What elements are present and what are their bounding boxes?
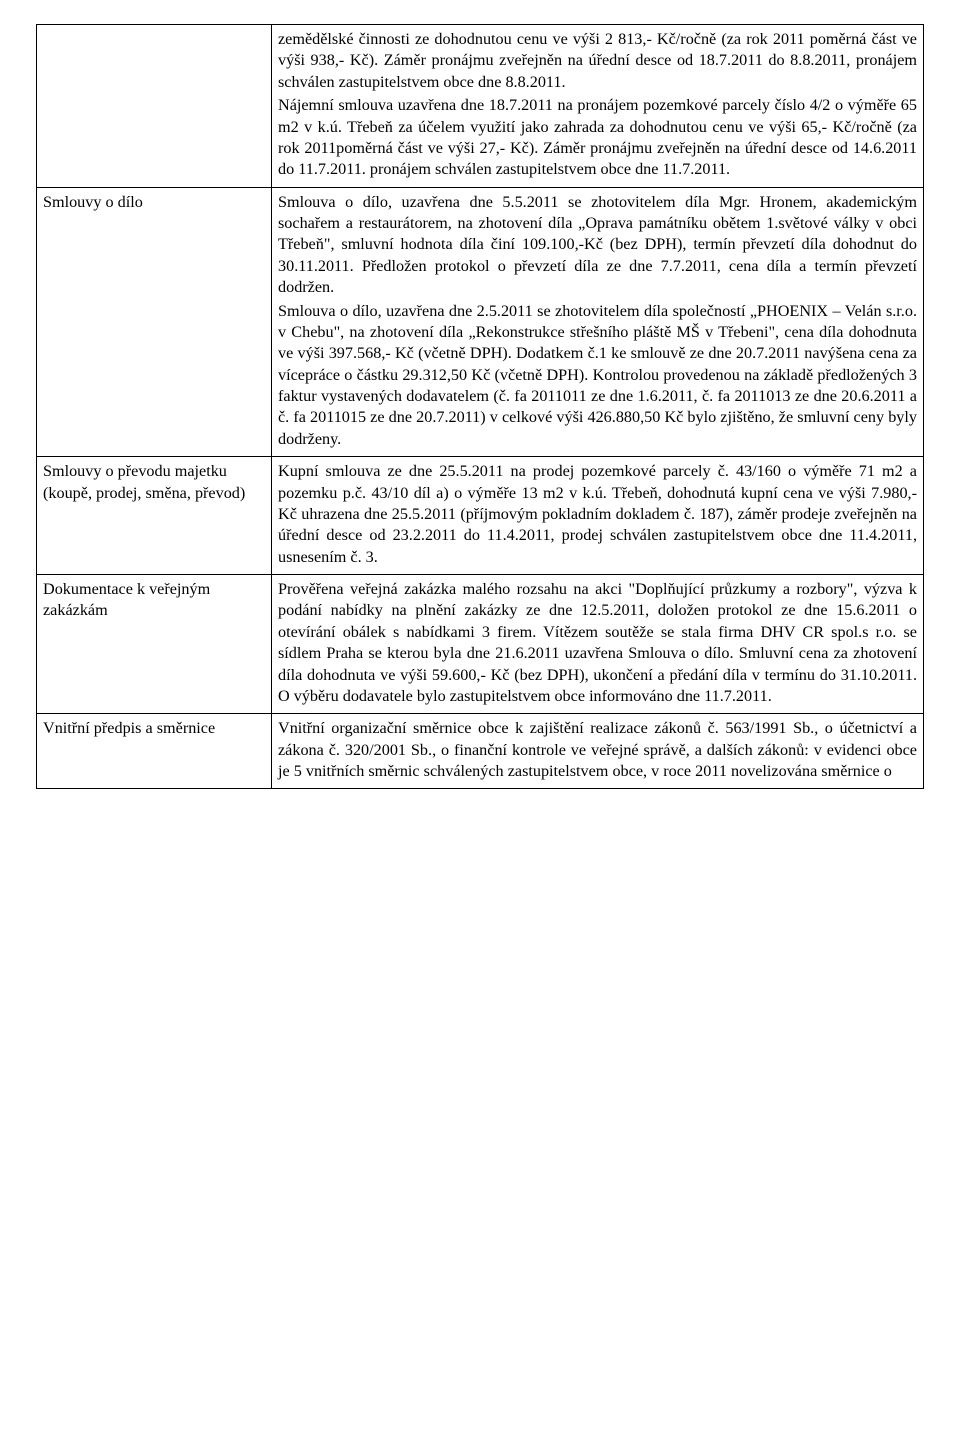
paragraph: Prověřena veřejná zakázka malého rozsahu… [278, 579, 917, 707]
table-row: Smlouvy o dílo Smlouva o dílo, uzavřena … [37, 187, 924, 457]
row-content: Prověřena veřejná zakázka malého rozsahu… [272, 575, 924, 714]
row-content: Smlouva o dílo, uzavřena dne 5.5.2011 se… [272, 187, 924, 457]
paragraph: Smlouva o dílo, uzavřena dne 5.5.2011 se… [278, 192, 917, 299]
row-label [37, 25, 272, 188]
row-content: Vnitřní organizační směrnice obce k zaji… [272, 714, 924, 789]
paragraph: Kupní smlouva ze dne 25.5.2011 na prodej… [278, 461, 917, 568]
row-content: Kupní smlouva ze dne 25.5.2011 na prodej… [272, 457, 924, 575]
table-row: Vnitřní předpis a směrnice Vnitřní organ… [37, 714, 924, 789]
row-label: Smlouvy o dílo [37, 187, 272, 457]
document-table: zemědělské činnosti ze dohodnutou cenu v… [36, 24, 924, 789]
row-content: zemědělské činnosti ze dohodnutou cenu v… [272, 25, 924, 188]
paragraph: Smlouva o dílo, uzavřena dne 2.5.2011 se… [278, 301, 917, 451]
paragraph: Vnitřní organizační směrnice obce k zaji… [278, 718, 917, 782]
table-row: Smlouvy o převodu majetku (koupě, prodej… [37, 457, 924, 575]
table-row: zemědělské činnosti ze dohodnutou cenu v… [37, 25, 924, 188]
row-label: Dokumentace k veřejným zakázkám [37, 575, 272, 714]
paragraph: zemědělské činnosti ze dohodnutou cenu v… [278, 29, 917, 93]
table-row: Dokumentace k veřejným zakázkám Prověřen… [37, 575, 924, 714]
paragraph: Nájemní smlouva uzavřena dne 18.7.2011 n… [278, 95, 917, 181]
row-label: Smlouvy o převodu majetku (koupě, prodej… [37, 457, 272, 575]
row-label: Vnitřní předpis a směrnice [37, 714, 272, 789]
